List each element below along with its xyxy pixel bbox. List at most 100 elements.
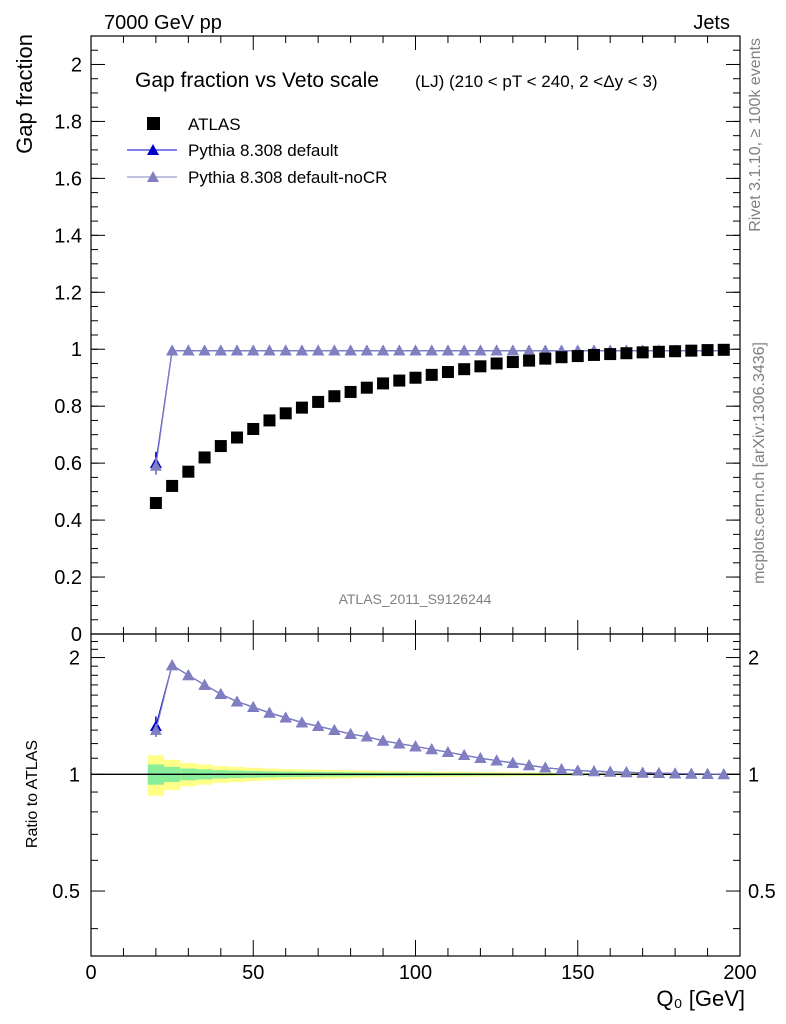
ratio-marker-nocr [717,768,730,780]
ratio-marker-nocr [279,711,292,723]
marker-atlas [247,422,260,435]
marker-atlas [523,354,536,367]
marker-nocr [247,344,260,356]
marker-atlas [425,368,438,381]
marker-nocr [523,344,536,356]
x-tick-label: 100 [399,962,432,984]
legend-marker-default [147,144,159,155]
marker-atlas [279,407,292,420]
marker-atlas [669,345,682,358]
series-line-nocr [155,350,724,467]
marker-atlas [214,440,227,453]
main-ytick-label: 1.4 [54,225,82,247]
ratio-marker-nocr [669,767,682,779]
main-ytick-label: 1 [71,339,82,361]
marker-atlas [685,344,698,357]
ratio-marker-nocr [377,734,390,746]
marker-nocr [312,344,325,356]
ratio-marker-nocr [149,724,162,735]
main-ytick-label: 0.4 [54,510,82,532]
marker-nocr [344,344,357,356]
chart-title: Gap fraction vs Veto scale [135,69,379,92]
marker-atlas [198,451,211,464]
marker-atlas [166,479,179,492]
marker-nocr [441,344,454,356]
x-tick-label: 50 [242,962,264,984]
marker-nocr [425,344,438,356]
marker-nocr [474,344,487,356]
ratio-ytick-label: 1 [69,764,80,786]
y-axis-label-main: Gap fraction [12,34,37,154]
ratio-marker-nocr [490,754,503,766]
y-axis-label-ratio: Ratio to ATLAS [24,740,41,848]
legend-label-atlas: ATLAS [188,115,241,134]
rivet-label: Rivet 3.1.10, ≥ 100k events [747,38,764,232]
ratio-marker-nocr [620,766,633,778]
main-ytick-label: 2 [71,54,82,76]
ratio-marker-nocr [182,669,195,681]
marker-atlas [441,366,454,379]
ratio-frame [90,633,741,957]
ratio-marker-nocr [539,761,552,773]
ratio-line-nocr [155,664,724,775]
marker-nocr [506,344,519,356]
ratio-marker-nocr [247,701,260,712]
ratio-marker-nocr [523,759,536,771]
ratio-marker-nocr [425,743,438,755]
marker-atlas [263,414,276,427]
marker-nocr [458,344,471,356]
ratio-marker-nocr [328,724,341,735]
main-ytick-label: 0 [71,624,82,646]
ratio-marker-nocr [166,659,179,671]
marker-atlas [571,350,584,363]
legend: ATLAS Pythia 8.308 default Pythia 8.308 … [127,115,387,187]
marker-nocr [360,344,373,356]
legend-label-nocr: Pythia 8.308 default-noCR [188,168,387,187]
marker-nocr [198,344,211,356]
marker-nocr [328,344,341,356]
marker-atlas [360,381,373,394]
legend-label-default: Pythia 8.308 default [188,141,339,160]
marker-atlas [620,347,633,360]
marker-atlas [506,356,519,369]
marker-nocr [149,459,162,471]
marker-nocr [279,344,292,356]
marker-atlas [149,497,162,510]
chart-subtitle: (LJ) (210 < pT < 240, 2 <Δy < 3) [415,72,658,91]
x-tick-label: 200 [723,962,756,984]
marker-nocr [263,344,276,356]
ratio-marker-nocr [604,765,617,777]
main-ytick-label: 0.2 [54,567,82,589]
ratio-ytick-label: 2 [69,648,80,670]
ratio-marker-nocr [458,749,471,761]
marker-atlas [295,401,308,414]
marker-nocr [377,344,390,356]
ratio-marker-nocr [263,706,276,718]
marker-atlas [604,348,617,361]
marker-atlas [587,348,600,361]
main-ytick-label: 0.6 [54,453,82,475]
main-ytick-label: 1.2 [54,282,82,304]
ratio-marker-nocr [295,716,308,728]
x-tick-label: 150 [561,962,594,984]
marker-atlas [717,343,730,356]
analysis-watermark: ATLAS_2011_S9126244 [339,591,492,607]
ratio-marker-nocr [214,688,227,699]
marker-atlas [344,385,357,398]
marker-atlas [182,465,195,478]
ratio-marker-nocr [555,763,568,775]
main-ytick-label: 1.6 [54,168,82,190]
marker-nocr [182,344,195,356]
ratio-ytick-label: 0.5 [52,881,80,903]
ratio-marker-nocr [344,728,357,739]
header-left: 7000 GeV pp [104,12,222,34]
marker-nocr [409,344,422,356]
ratio-marker-nocr [587,765,600,777]
ratio-ytick-label-right: 1 [748,764,759,786]
marker-atlas [539,352,552,365]
marker-nocr [393,344,406,356]
ratio-ytick-label-right: 2 [748,648,759,670]
ratio-marker-nocr [198,678,211,690]
header-right: Jets [693,12,730,34]
